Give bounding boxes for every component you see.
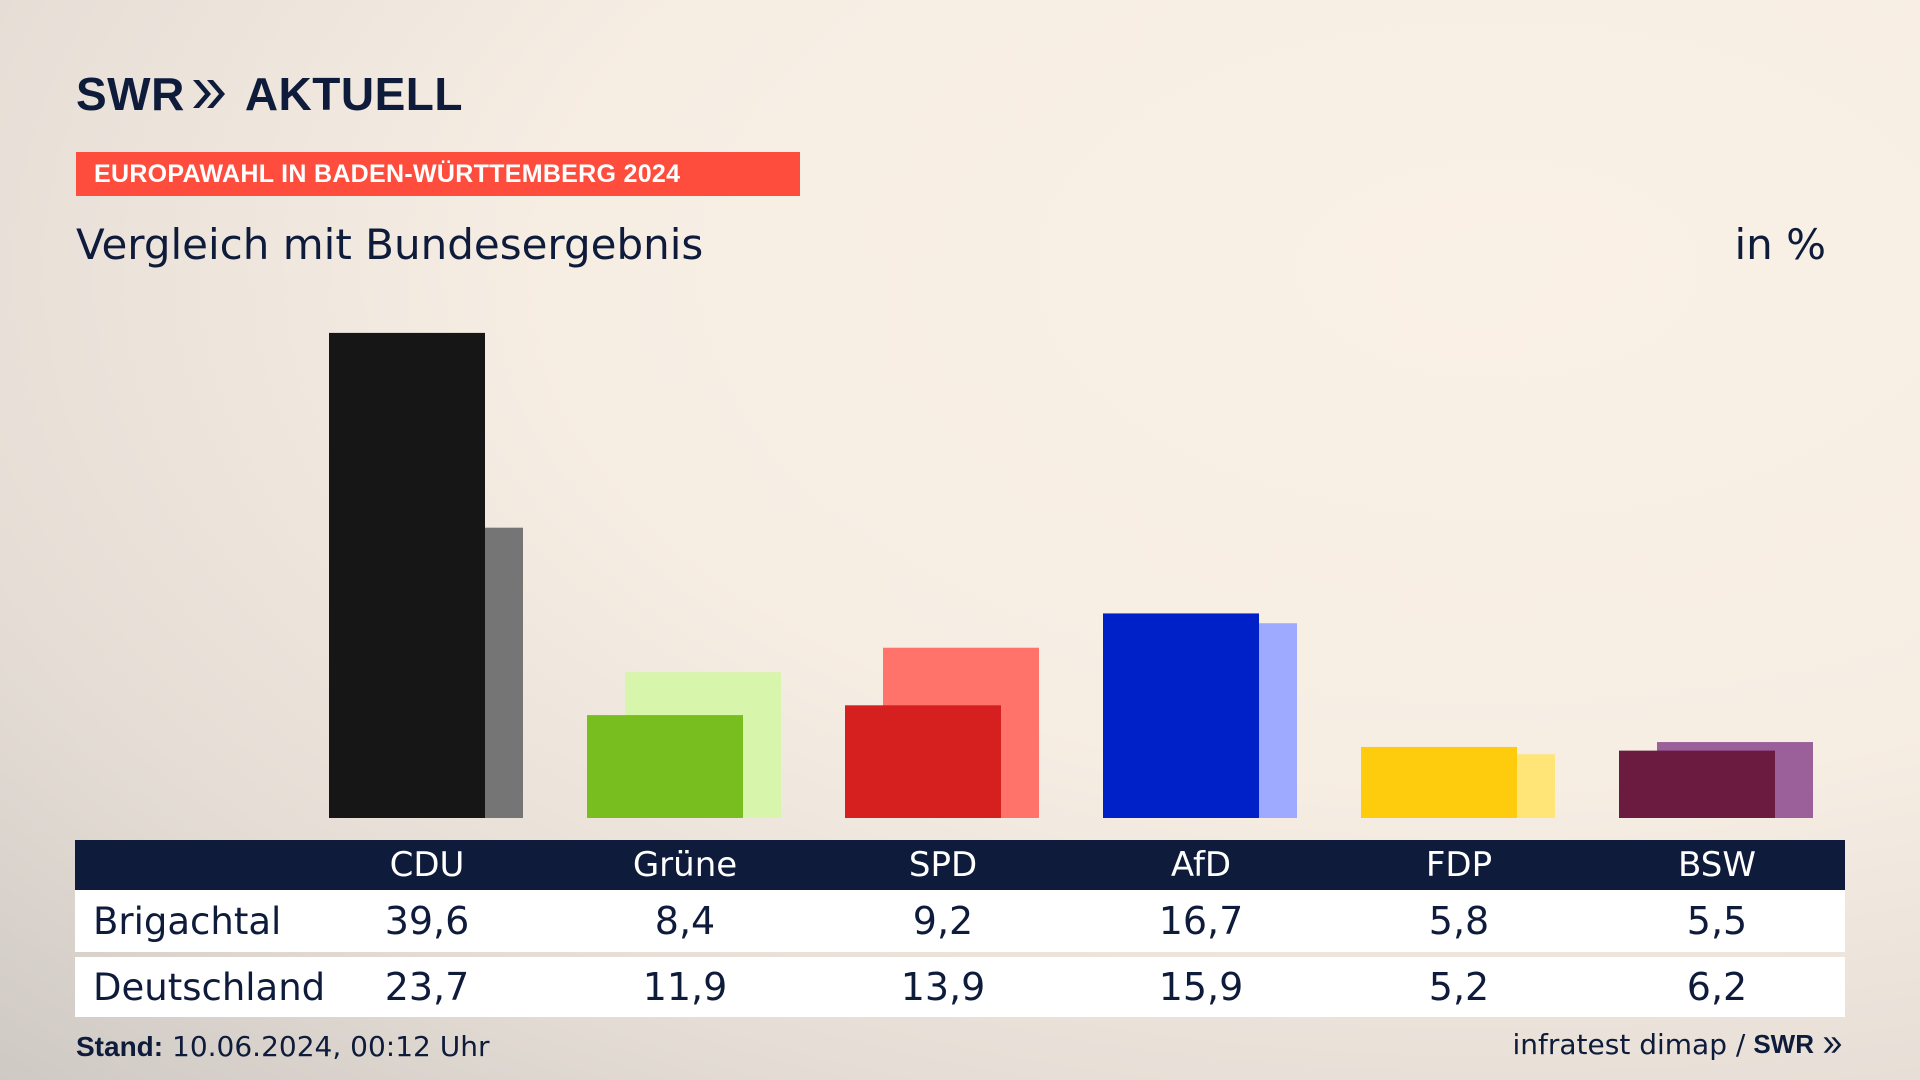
bar-brigachtal-fdp — [1361, 746, 1517, 818]
bar-brigachtal-spd — [845, 705, 1001, 818]
brand-logo: SWR AKTUELL — [76, 70, 463, 118]
stand-value: 10.06.2024, 00:12 Uhr — [172, 1030, 490, 1063]
category-label: AfD — [1170, 845, 1232, 885]
table-cell: 5,8 — [1428, 899, 1490, 943]
bar-deutschland-spd — [883, 647, 1039, 818]
bar-deutschland-fdp — [1399, 754, 1555, 818]
row-label: Brigachtal — [93, 899, 282, 943]
table-cell: 16,7 — [1158, 899, 1244, 943]
bar-brigachtal-afd — [1103, 613, 1259, 818]
bar-deutschland-bsw — [1657, 742, 1813, 818]
table-cell: 5,2 — [1428, 965, 1490, 1009]
bar-brigachtal-grüne — [587, 715, 743, 818]
table-header-row: CDU Grüne SPD AfD FDP BSW — [75, 840, 1845, 890]
brand-name: SWR — [76, 68, 185, 120]
table-row: Brigachtal 39,6 8,4 9,2 16,7 5,8 5,5 — [75, 890, 1845, 952]
table-cell: 8,4 — [654, 899, 716, 943]
results-table: CDU Grüne SPD AfD FDP BSW Brigachtal 39,6 8,4 9… — [75, 840, 1845, 1017]
stand-label: Stand: — [76, 1031, 164, 1062]
table-cell: 6,2 — [1686, 965, 1748, 1009]
row-label: Deutschland — [93, 965, 326, 1009]
timestamp: Stand: 10.06.2024, 00:12 Uhr — [76, 1030, 489, 1063]
category-label: CDU — [389, 845, 465, 885]
table-cell: 9,2 — [912, 899, 974, 943]
unit-label: in % — [1734, 220, 1826, 269]
table-cell: 23,7 — [384, 965, 470, 1009]
bar-brigachtal-bsw — [1619, 750, 1775, 818]
chart-subtitle: Vergleich mit Bundesergebnis — [76, 220, 704, 269]
source-credit: infratest dimap / SWR — [1513, 1028, 1845, 1061]
bar-brigachtal-cdu — [329, 332, 485, 818]
table-cell: 15,9 — [1158, 965, 1244, 1009]
table-cell: 13,9 — [900, 965, 986, 1009]
category-label: SPD — [908, 845, 978, 885]
category-label: Grüne — [632, 845, 738, 885]
source-text: infratest dimap / — [1512, 1028, 1746, 1061]
bar-deutschland-afd — [1141, 623, 1297, 818]
double-chevron-icon — [192, 80, 225, 108]
bar-deutschland-grüne — [625, 672, 781, 818]
bar-deutschland-cdu — [367, 527, 523, 818]
table-cell: 11,9 — [642, 965, 728, 1009]
kicker-banner: EUROPAWAHL IN BADEN-WÜRTTEMBERG 2024 — [76, 152, 800, 196]
double-chevron-icon — [1823, 1036, 1842, 1053]
category-label: FDP — [1425, 845, 1493, 885]
table-row: Deutschland 23,7 11,9 13,9 15,9 5,2 6,2 — [75, 957, 1845, 1017]
table-cell: 5,5 — [1686, 899, 1748, 943]
source-brand: SWR — [1753, 1029, 1814, 1059]
table-cell: 39,6 — [384, 899, 470, 943]
brand-sub: AKTUELL — [244, 68, 463, 120]
category-label: BSW — [1678, 845, 1756, 885]
